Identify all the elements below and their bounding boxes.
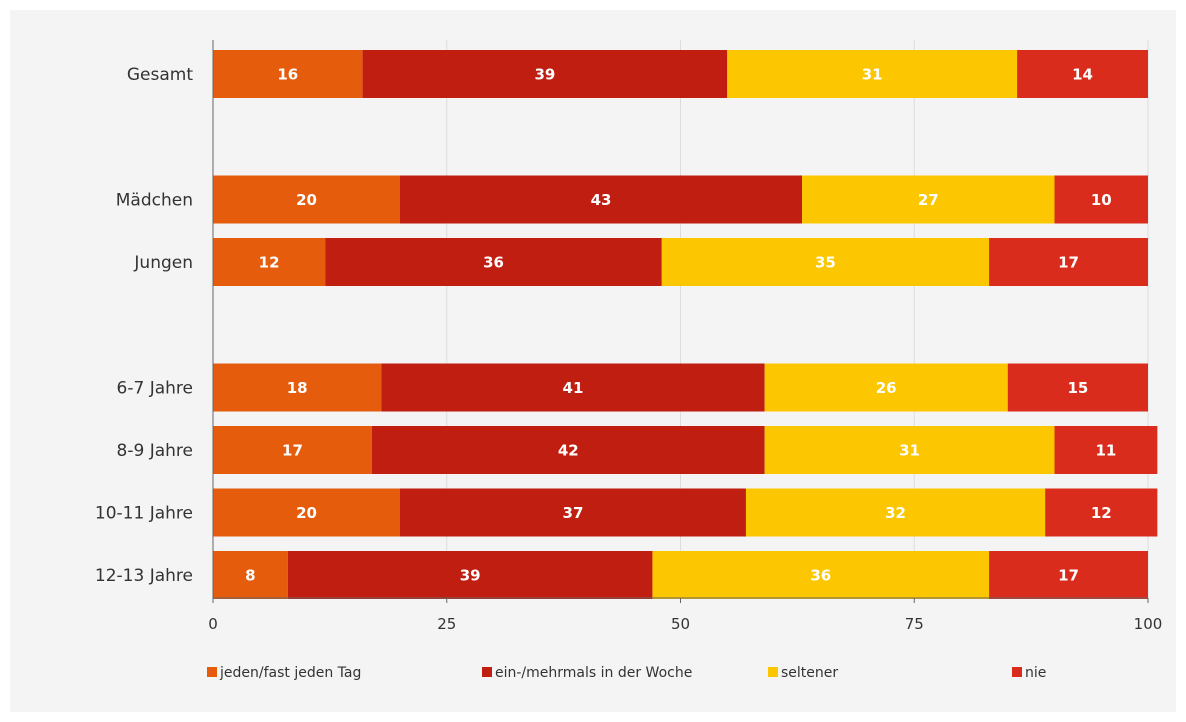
legend-label: nie bbox=[1025, 665, 1046, 681]
data-label: 14 bbox=[1072, 66, 1093, 84]
bar-segment bbox=[213, 238, 326, 286]
bar-segment bbox=[213, 50, 363, 98]
legend: jeden/fast jeden Tag ein-/mehrmals in der… bbox=[207, 665, 1046, 681]
data-label: 42 bbox=[558, 442, 579, 460]
legend-label: ein-/mehrmals in der Woche bbox=[495, 665, 692, 681]
chart-frame: 16 39 31 14 20 43 27 10 12 36 35 17 18 41 26 15 17 42 31 11… bbox=[10, 10, 1176, 712]
bar-segment bbox=[371, 426, 765, 474]
bar-segment bbox=[325, 238, 662, 286]
bar-segment bbox=[362, 50, 728, 98]
bar-segment bbox=[989, 551, 1148, 599]
bar-segment bbox=[213, 551, 288, 599]
data-label: 17 bbox=[1058, 254, 1079, 272]
bars-layer: 16 39 31 14 20 43 27 10 12 36 35 17 18 41 26 15 17 42 31 11… bbox=[213, 50, 1158, 599]
bar-segment bbox=[764, 426, 1055, 474]
legend-swatch bbox=[768, 667, 778, 677]
bar-segment bbox=[1017, 50, 1148, 98]
bar-segment bbox=[652, 551, 990, 599]
category-label: Mädchen bbox=[116, 191, 193, 211]
x-tick-label: 50 bbox=[671, 615, 690, 633]
data-label: 12 bbox=[1091, 504, 1112, 522]
data-label: 15 bbox=[1067, 379, 1088, 397]
bar-segment bbox=[1007, 363, 1148, 412]
data-label: 26 bbox=[876, 379, 897, 397]
data-label: 12 bbox=[259, 254, 280, 272]
x-tick-label: 0 bbox=[208, 615, 218, 633]
data-label: 36 bbox=[810, 567, 831, 585]
bar-segment bbox=[213, 363, 382, 412]
category-label: 6-7 Jahre bbox=[117, 379, 193, 399]
data-label: 11 bbox=[1095, 442, 1116, 460]
data-label: 16 bbox=[277, 66, 298, 84]
bar-segment bbox=[400, 488, 746, 537]
data-label: 27 bbox=[918, 191, 939, 209]
bar-segment bbox=[287, 551, 653, 599]
data-label: 17 bbox=[1058, 567, 1079, 585]
category-label: 10-11 Jahre bbox=[95, 504, 193, 524]
category-label: 12-13 Jahre bbox=[95, 566, 193, 586]
data-label: 41 bbox=[563, 379, 584, 397]
legend-label: seltener bbox=[781, 665, 838, 681]
bar-segment bbox=[213, 488, 400, 537]
stacked-bar-chart: 16 39 31 14 20 43 27 10 12 36 35 17 18 41 26 15 17 42 31 11… bbox=[95, 40, 1162, 681]
data-label: 8 bbox=[245, 567, 255, 585]
data-label: 39 bbox=[460, 567, 481, 585]
data-label: 43 bbox=[591, 191, 612, 209]
legend-label: jeden/fast jeden Tag bbox=[219, 665, 361, 681]
data-label: 20 bbox=[296, 191, 317, 209]
bar-segment bbox=[1054, 175, 1148, 224]
bar-segment bbox=[802, 175, 1055, 224]
bar-segment bbox=[381, 363, 765, 412]
bar-segment bbox=[213, 426, 372, 474]
data-label: 18 bbox=[287, 379, 308, 397]
bar-segment bbox=[213, 175, 400, 224]
bar-segment bbox=[764, 363, 1008, 412]
bar-segment bbox=[745, 488, 1046, 537]
data-label: 35 bbox=[815, 254, 836, 272]
category-label: Jungen bbox=[133, 253, 193, 273]
data-label: 10 bbox=[1091, 191, 1112, 209]
x-tick-label: 25 bbox=[437, 615, 456, 633]
category-label: Gesamt bbox=[127, 65, 193, 85]
legend-swatch bbox=[482, 667, 492, 677]
data-label: 31 bbox=[899, 442, 920, 460]
data-label: 20 bbox=[296, 504, 317, 522]
bar-segment bbox=[727, 50, 1018, 98]
x-tick-label: 75 bbox=[905, 615, 924, 633]
axis-layer: Gesamt Mädchen Jungen 6-7 Jahre 8-9 Jahre 10-… bbox=[95, 40, 1162, 633]
bar-segment bbox=[1054, 426, 1158, 474]
x-tick-label: 100 bbox=[1134, 615, 1163, 633]
category-label: 8-9 Jahre bbox=[117, 441, 193, 461]
bar-segment bbox=[661, 238, 990, 286]
data-label: 39 bbox=[534, 66, 555, 84]
bar-segment bbox=[400, 175, 803, 224]
data-label: 31 bbox=[862, 66, 883, 84]
bar-segment bbox=[1045, 488, 1158, 537]
data-label: 17 bbox=[282, 442, 303, 460]
legend-swatch bbox=[1012, 667, 1022, 677]
data-label: 32 bbox=[885, 504, 906, 522]
data-label: 37 bbox=[563, 504, 584, 522]
legend-swatch bbox=[207, 667, 217, 677]
data-label: 36 bbox=[483, 254, 504, 272]
bar-segment bbox=[989, 238, 1148, 286]
